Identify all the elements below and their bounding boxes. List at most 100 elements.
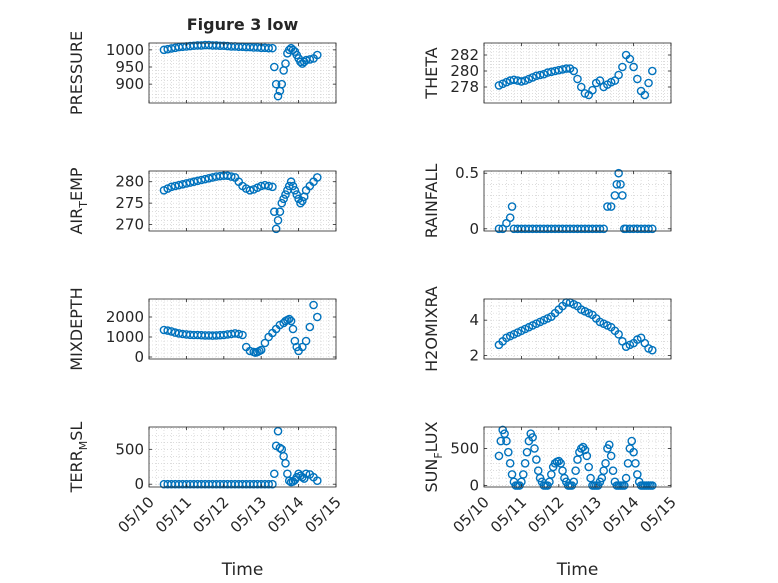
data-point <box>504 447 513 457</box>
data-point <box>569 477 579 487</box>
data-series <box>494 425 657 490</box>
data-point <box>507 202 517 211</box>
data-point <box>614 329 623 339</box>
data-point <box>284 314 294 324</box>
data-point <box>234 329 244 339</box>
data-point <box>648 345 657 355</box>
y-tick-label: 282 <box>450 46 479 64</box>
y-tick-label: 270 <box>115 216 144 234</box>
data-point <box>281 190 290 199</box>
data-point <box>612 180 622 189</box>
data-point <box>618 62 627 72</box>
axes-box <box>148 170 337 232</box>
x-tick-label: 05/15 <box>302 493 345 536</box>
data-point <box>260 338 270 348</box>
data-point <box>312 50 322 60</box>
data-point <box>616 180 625 189</box>
x-tick-label: 05/12 <box>524 493 567 536</box>
data-point <box>517 77 526 86</box>
subplot-rainfall: 0 0.5 RAINFALL <box>422 164 672 238</box>
data-series <box>159 300 322 357</box>
data-point <box>271 224 281 234</box>
data-point <box>284 45 294 55</box>
data-point <box>245 185 255 195</box>
data-point <box>518 470 528 479</box>
axes-box <box>148 426 337 488</box>
y-tick-label: 280 <box>115 173 144 191</box>
data-point <box>629 447 638 457</box>
data-point <box>269 207 279 217</box>
axes-background <box>484 171 671 231</box>
subplot-air-temp: 270 275 280 AIRTEMP <box>67 167 337 235</box>
y-tick-label: 2 <box>469 346 479 364</box>
data-point <box>530 444 539 453</box>
data-point <box>644 78 653 88</box>
data-point <box>305 322 315 332</box>
y-tick-label: 275 <box>115 194 144 212</box>
data-point <box>238 330 247 340</box>
data-point <box>273 426 283 436</box>
data-point <box>273 215 283 225</box>
x-tick-label: 05/13 <box>562 493 605 536</box>
data-point <box>268 43 277 53</box>
y-tick-label: 500 <box>450 439 479 457</box>
y-axis-label: PRESSURE <box>67 31 86 115</box>
data-point <box>277 79 287 89</box>
y-tick-label: 1000 <box>106 41 144 59</box>
data-point <box>298 196 307 206</box>
data-point <box>275 207 285 217</box>
data-series <box>494 298 657 355</box>
y-tick-label: 0.5 <box>455 164 479 182</box>
data-point <box>522 447 532 457</box>
subplot-mixdepth: 0 1000 2000 MIXDEPTH <box>67 287 337 371</box>
y-axis-label: TERRMSL <box>67 422 90 494</box>
data-point <box>312 312 322 322</box>
data-point <box>502 436 511 446</box>
y-tick-label: 280 <box>450 62 479 80</box>
data-point <box>256 345 266 355</box>
data-point <box>305 55 315 64</box>
y-tick-label: 900 <box>115 75 144 93</box>
data-point <box>648 224 657 234</box>
data-point <box>625 54 635 64</box>
data-point <box>571 466 580 476</box>
axes-box <box>148 42 337 104</box>
y-tick-label: 1000 <box>106 328 144 346</box>
data-point <box>580 445 590 455</box>
data-point <box>288 324 298 334</box>
data-point <box>296 198 305 208</box>
data-point <box>286 316 296 326</box>
data-point <box>608 466 618 476</box>
x-tick-label: 05/13 <box>227 493 270 536</box>
data-point <box>505 213 515 222</box>
data-point <box>271 79 281 89</box>
data-point <box>532 455 541 464</box>
data-point <box>496 436 506 446</box>
data-point <box>599 224 608 234</box>
data-point <box>582 451 592 461</box>
data-point <box>588 85 597 95</box>
minor-grid <box>484 43 671 103</box>
figure-title: Figure 3 low <box>187 15 299 34</box>
data-point <box>640 90 650 100</box>
data-point <box>290 336 300 346</box>
data-series <box>159 426 322 489</box>
y-tick-label: 0 <box>134 348 144 366</box>
data-point <box>535 70 545 80</box>
data-point <box>629 62 638 72</box>
data-point <box>614 70 623 80</box>
data-point <box>281 458 290 468</box>
data-point <box>268 479 277 489</box>
y-tick-label: 500 <box>115 440 144 458</box>
x-tick-label: 05/15 <box>637 493 680 536</box>
data-point <box>163 326 172 335</box>
data-point <box>621 473 631 483</box>
y-tick-label: 950 <box>115 58 144 76</box>
data-point <box>284 181 294 191</box>
y-tick-label: 0 <box>134 475 144 493</box>
data-point <box>595 76 605 85</box>
data-series <box>494 50 657 100</box>
